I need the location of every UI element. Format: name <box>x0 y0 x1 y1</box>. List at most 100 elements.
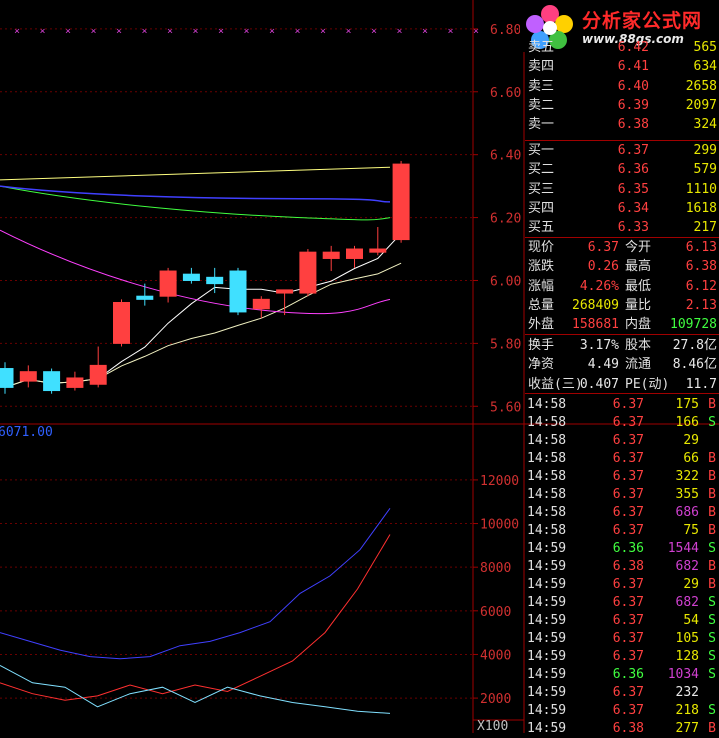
volume-tick-label: 12000 <box>480 474 519 489</box>
tick-price: 6.37 <box>612 649 644 664</box>
tick-time: 14:58 <box>527 505 567 520</box>
logo: 分析家公式网 www.88gs.com <box>520 0 719 52</box>
marker-x: × <box>167 26 173 37</box>
candle-up <box>346 248 363 259</box>
tick-row: 14:59 6.37 232 <box>525 683 719 702</box>
tick-direction: B <box>708 505 716 520</box>
tick-price: 6.38 <box>612 559 644 574</box>
ask-row: 卖四 6.41 634 <box>525 57 719 76</box>
logo-name: 分析家公式网 <box>582 10 703 32</box>
ask-volume: 565 <box>693 40 717 55</box>
ask-price: 6.39 <box>617 97 649 113</box>
ma120-line <box>0 185 391 203</box>
ask-price: 6.40 <box>617 78 649 94</box>
price-tick-label: 6.20 <box>490 212 521 227</box>
candle-down <box>0 368 14 388</box>
tick-volume: 105 <box>675 631 699 646</box>
marker-x: × <box>193 26 199 37</box>
bid-price: 6.34 <box>617 200 649 216</box>
volume-line-0 <box>0 508 391 660</box>
tick-volume: 66 <box>683 451 699 466</box>
candle-up <box>89 364 107 385</box>
price-tick-label: 5.80 <box>490 337 521 352</box>
candle-up <box>276 289 294 294</box>
tick-direction: B <box>708 487 716 502</box>
quote-value: 0.26 <box>587 259 619 275</box>
tick-direction: B <box>708 523 716 538</box>
ma60-line <box>0 185 391 221</box>
tick-time: 14:59 <box>527 559 567 574</box>
candle-down <box>182 273 200 281</box>
quote-label: 收益(三) <box>528 376 583 392</box>
ask-volume: 324 <box>693 117 717 133</box>
tick-direction: S <box>708 631 716 646</box>
candlesticks <box>0 160 410 394</box>
quote-label: 股本 <box>625 338 652 353</box>
tick-volume: 232 <box>675 685 699 700</box>
tick-time: 14:59 <box>527 613 567 628</box>
panel-separator <box>525 393 719 394</box>
bid-price: 6.35 <box>617 181 649 197</box>
volume-tick-label: 4000 <box>480 648 511 663</box>
tick-row: 14:58 6.37 175 B <box>525 395 719 414</box>
tick-direction: B <box>708 469 716 484</box>
tick-direction: B <box>708 577 716 592</box>
tick-direction: B <box>708 559 716 574</box>
volume-tick-label: 2000 <box>480 692 511 707</box>
bid-row: 买一 6.37 299 <box>525 141 719 160</box>
ask-label: 卖一 <box>528 117 555 133</box>
tick-price: 6.37 <box>612 703 644 718</box>
fundamental-row: 换手 3.17% 股本 27.8亿 <box>525 336 719 355</box>
tick-time: 14:59 <box>527 721 567 736</box>
candle-up <box>299 251 317 294</box>
volume-line-2 <box>0 664 391 714</box>
tick-time: 14:58 <box>527 415 567 430</box>
tick-time: 14:59 <box>527 667 567 682</box>
tick-row: 14:58 6.37 322 B <box>525 467 719 486</box>
tick-direction: S <box>708 415 716 430</box>
volume-unit-label: X100 <box>477 719 508 733</box>
quote-label: 流通 <box>625 357 652 373</box>
quote-label: 量比 <box>625 297 652 313</box>
bid-label: 买五 <box>528 220 555 236</box>
tick-row: 14:59 6.36 1544 S <box>525 539 719 558</box>
tick-time: 14:58 <box>527 487 567 502</box>
price-tick-label: 6.80 <box>490 23 521 38</box>
tick-price: 6.37 <box>612 397 644 412</box>
ma5-line <box>4 232 402 388</box>
volume-axis: 12000 10000 8000 6000 4000 2000 <box>473 474 519 707</box>
tick-volume: 54 <box>683 613 699 628</box>
quote-value: 0.407 <box>579 376 619 392</box>
tick-direction: S <box>708 595 716 610</box>
quote-value: 8.46亿 <box>672 357 717 373</box>
tick-row: 14:59 6.38 277 B <box>525 719 719 738</box>
tick-price: 6.36 <box>612 541 644 556</box>
quote-value: 158681 <box>572 317 619 333</box>
candle-down <box>136 295 154 300</box>
tick-direction: S <box>708 613 716 628</box>
tick-volume: 686 <box>675 505 699 520</box>
ask-volume: 2658 <box>685 78 717 94</box>
candle-up <box>113 301 130 344</box>
marker-x: × <box>218 26 224 37</box>
tick-time: 14:59 <box>527 631 567 646</box>
tick-row: 14:59 6.37 218 S <box>525 701 719 720</box>
bid-price: 6.36 <box>617 162 649 178</box>
quote-value: 6.37 <box>587 240 619 255</box>
tick-time: 14:58 <box>527 469 567 484</box>
tick-direction: S <box>708 667 716 682</box>
bid-row: 买四 6.34 1618 <box>525 199 719 218</box>
quote-label: 今开 <box>625 240 652 255</box>
quote-label: 内盘 <box>625 317 652 333</box>
quote-value: 268409 <box>572 297 619 313</box>
quote-label: 最低 <box>625 278 652 294</box>
quote-row: 总量 268409 量比 2.13 <box>525 296 719 315</box>
tick-price: 6.37 <box>612 433 644 448</box>
marker-x: × <box>40 26 46 37</box>
panel-separator <box>525 334 719 335</box>
price-tick-label: 5.60 <box>490 400 521 415</box>
tick-price: 6.37 <box>612 613 644 628</box>
bid-volume: 299 <box>693 143 717 158</box>
